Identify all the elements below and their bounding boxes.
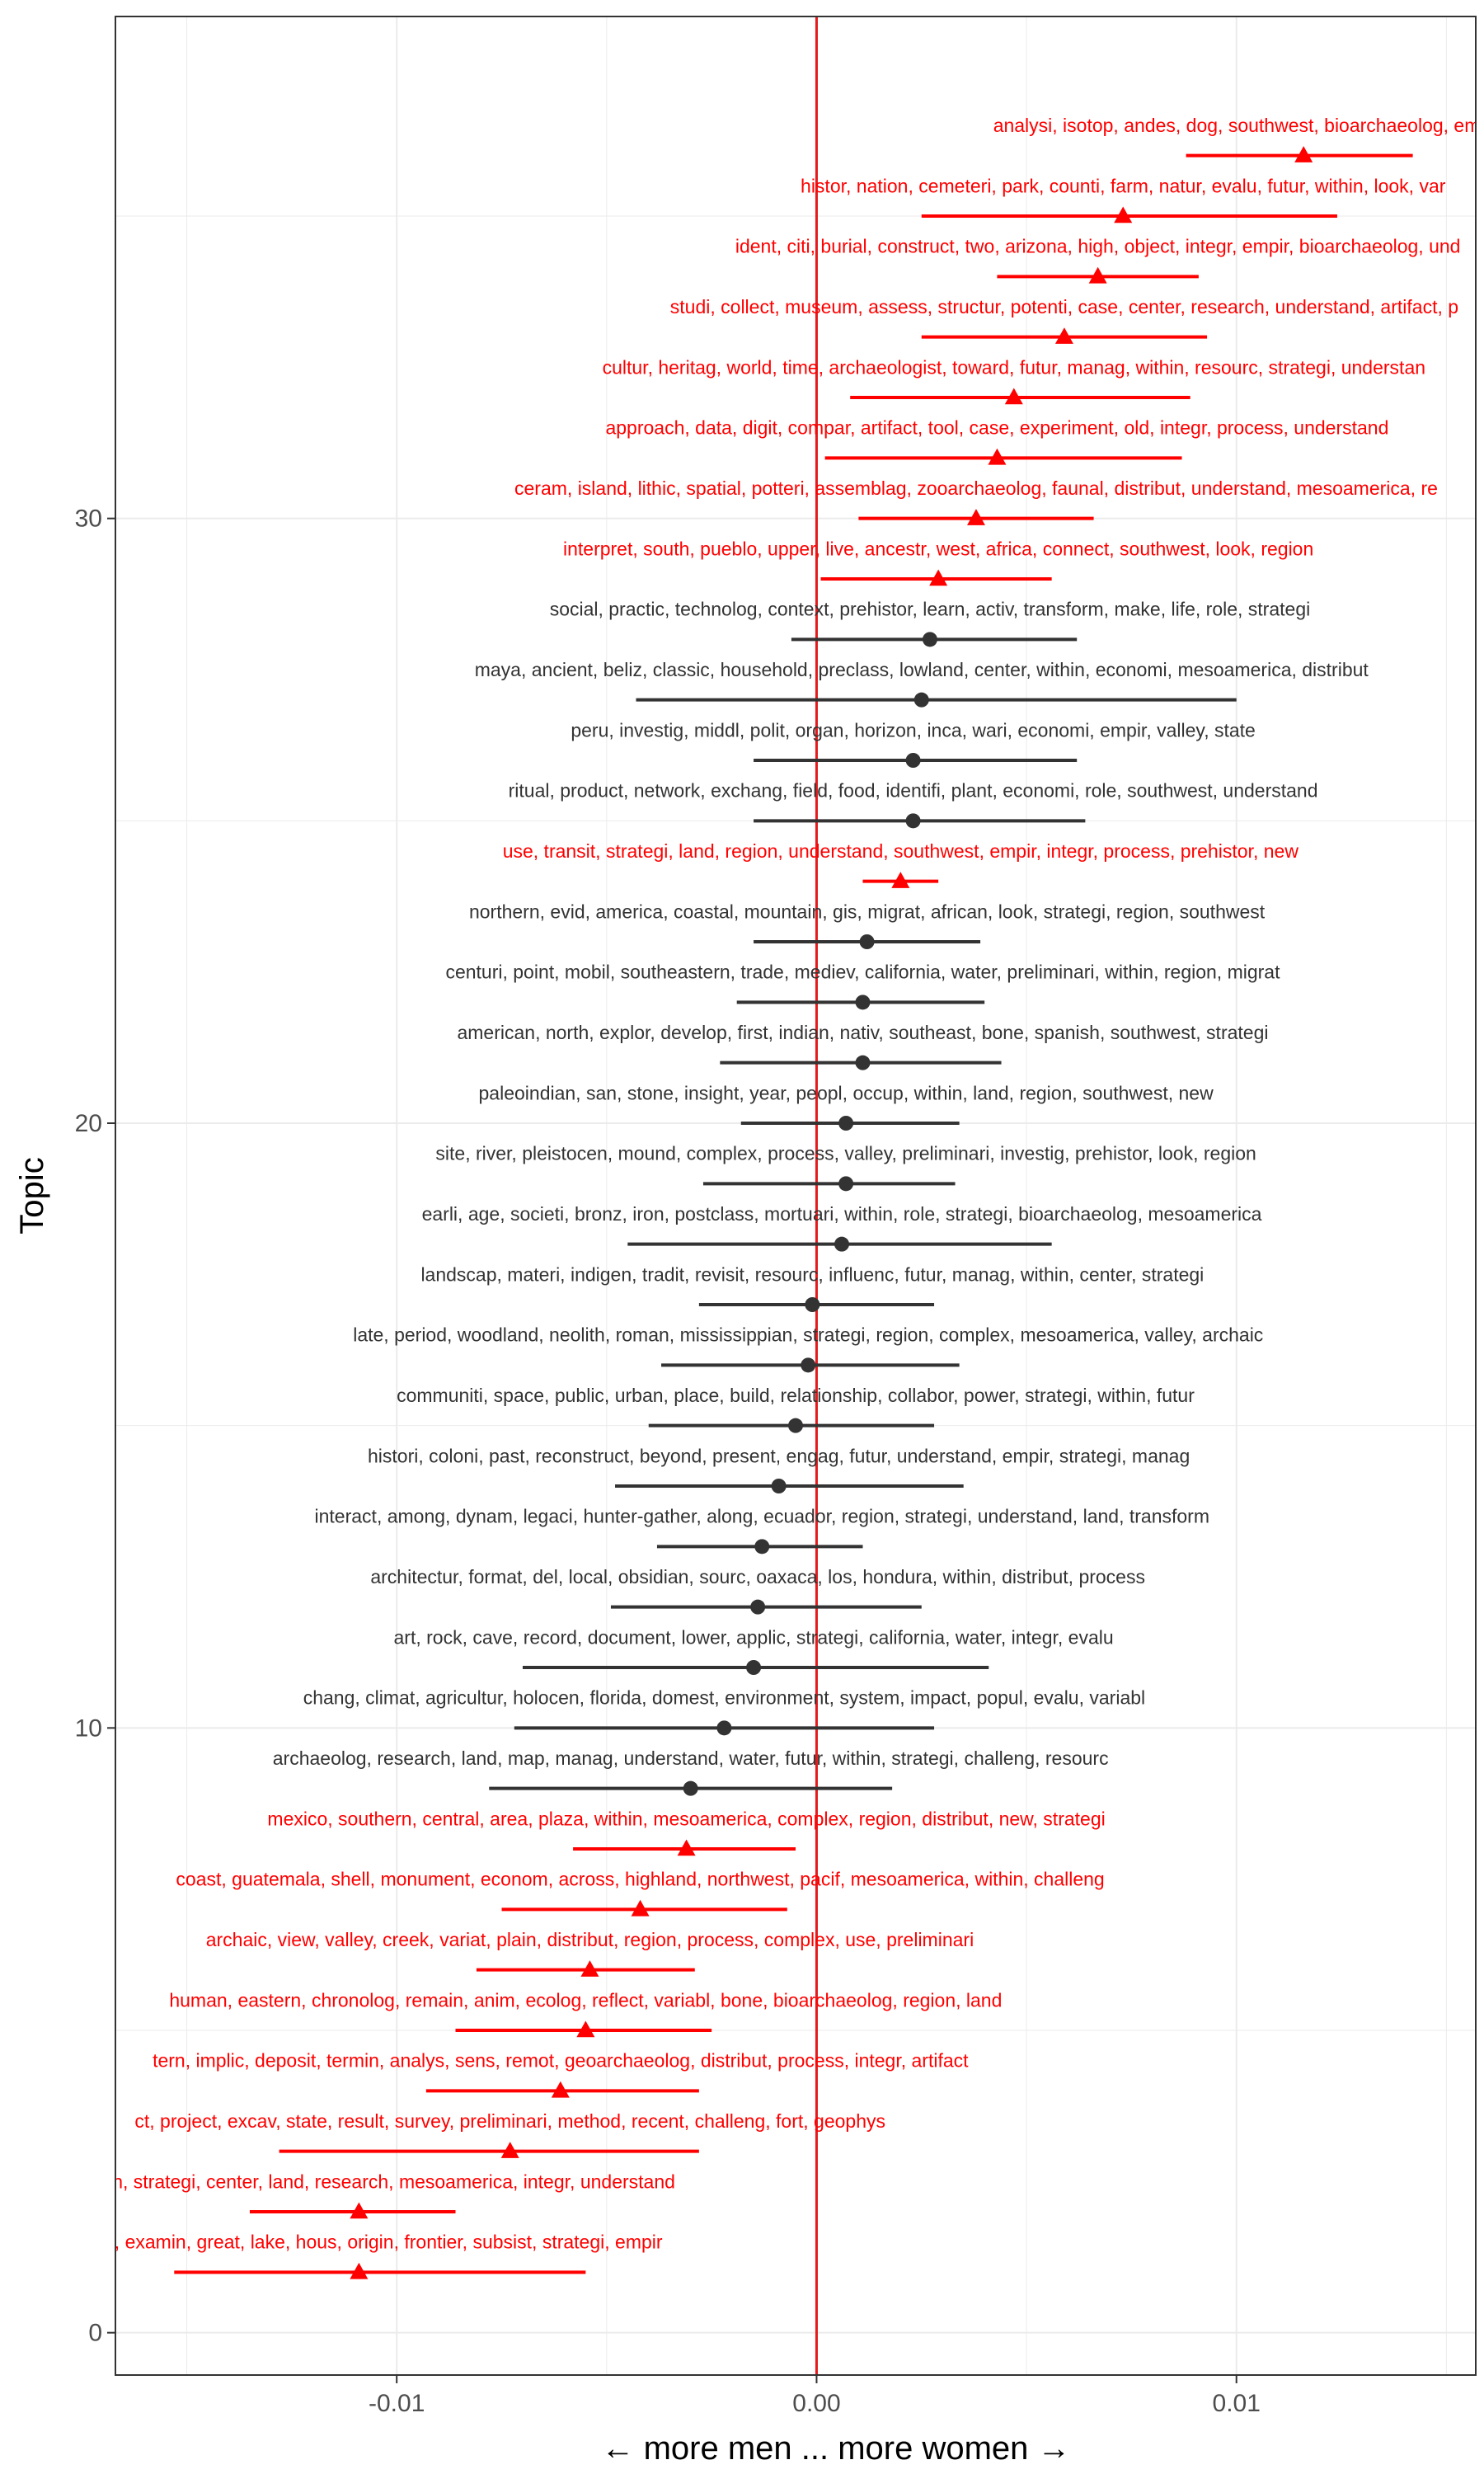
estimate-triangle xyxy=(350,2202,369,2219)
y-tick-label: 30 xyxy=(75,506,102,533)
estimate-point xyxy=(683,1780,698,1796)
y-tick-label: 0 xyxy=(88,2320,102,2347)
estimate-point xyxy=(922,632,937,647)
estimate-point xyxy=(801,1357,816,1373)
estimate-triangle xyxy=(500,2142,519,2158)
topic-label: northern, evid, america, coastal, mounta… xyxy=(469,901,1266,922)
estimate-triangle xyxy=(929,569,948,586)
topic-label: ritual, product, network, exchang, field… xyxy=(509,780,1318,802)
topic-label: interact, among, dynam, legaci, hunter-g… xyxy=(315,1506,1209,1527)
topic-label: communiti, space, public, urban, place, … xyxy=(397,1385,1195,1406)
topic-label: maya, ancient, beliz, classic, household… xyxy=(475,659,1369,680)
topic-label: on, within, strategi, center, land, rese… xyxy=(43,2171,675,2192)
estimate-triangle xyxy=(631,1899,650,1917)
estimate-point xyxy=(805,1297,820,1312)
topic-label: landscap, materi, indigen, tradit, revis… xyxy=(420,1263,1204,1285)
topic-label: earli, age, societi, bronz, iron, postcl… xyxy=(422,1203,1262,1225)
y-tick-label: 20 xyxy=(75,1110,102,1137)
topic-label: architectur, format, del, local, obsidia… xyxy=(370,1566,1145,1587)
topic-label: site, river, pleistocen, mound, complex,… xyxy=(435,1143,1256,1164)
topic-label: peru, investig, middl, polit, organ, hor… xyxy=(571,719,1256,741)
topic-label: ident, citi, burial, construct, two, ari… xyxy=(735,236,1461,257)
estimate-triangle xyxy=(1054,327,1073,344)
estimate-triangle xyxy=(350,2262,369,2279)
estimate-triangle xyxy=(576,2020,595,2038)
topic-label: american, north, explor, develop, first,… xyxy=(457,1022,1268,1043)
topic-label: mexico, southern, central, area, plaza, … xyxy=(267,1808,1105,1829)
plot-panel xyxy=(115,16,1476,2375)
x-tick-label: 0.01 xyxy=(1213,2390,1261,2417)
estimate-triangle xyxy=(1114,206,1133,223)
topic-label: art, rock, cave, record, document, lower… xyxy=(394,1626,1114,1648)
topic-label: late, period, woodland, neolith, roman, … xyxy=(353,1324,1263,1346)
topic-label: pattern, examin, great, lake, hous, orig… xyxy=(55,2232,663,2253)
topic-label: use, transit, strategi, land, region, un… xyxy=(503,840,1299,862)
estimate-point xyxy=(855,1055,871,1070)
topic-label: cultur, heritag, world, time, archaeolog… xyxy=(603,356,1425,378)
estimate-point xyxy=(746,1660,762,1675)
estimate-point xyxy=(716,1720,732,1736)
topic-label: archaeolog, research, land, map, manag, … xyxy=(273,1747,1109,1769)
estimate-point xyxy=(838,1176,854,1192)
estimate-point xyxy=(788,1418,803,1433)
topic-label: histori, coloni, past, reconstruct, beyo… xyxy=(368,1445,1190,1466)
estimate-triangle xyxy=(988,448,1007,465)
topic-label: paleoindian, san, stone, insight, year, … xyxy=(479,1082,1214,1103)
plot-border xyxy=(115,16,1477,2376)
estimate-point xyxy=(834,1236,850,1252)
estimate-point xyxy=(905,813,921,829)
estimate-triangle xyxy=(580,1960,599,1977)
axis-ticks: -0.01 0.00 0.01 0 10 20 30 xyxy=(75,506,1261,2417)
estimate-point xyxy=(750,1599,766,1615)
estimate-triangle xyxy=(1088,266,1107,284)
topic-label: ct, project, excav, state, result, surve… xyxy=(134,2110,885,2132)
topic-label: centuri, point, mobil, southeastern, tra… xyxy=(445,962,1280,983)
topic-label: analysi, isotop, andes, dog, southwest, … xyxy=(993,115,1484,136)
topic-label: histor, nation, cemeteri, park, counti, … xyxy=(801,175,1446,196)
topic-marks: pattern, examin, great, lake, hous, orig… xyxy=(43,115,1484,2279)
topic-label: social, practic, technolog, context, pre… xyxy=(550,599,1311,620)
y-tick-label: 10 xyxy=(75,1714,102,1742)
topic-label: tern, implic, deposit, termin, analys, s… xyxy=(153,2050,969,2072)
topic-label: human, eastern, chronolog, remain, anim,… xyxy=(169,1989,1002,2011)
estimate-point xyxy=(838,1116,854,1131)
topic-label: chang, climat, agricultur, holocen, flor… xyxy=(303,1687,1145,1709)
estimate-point xyxy=(859,934,875,949)
estimate-triangle xyxy=(966,509,985,525)
estimate-triangle xyxy=(891,872,910,888)
estimate-triangle xyxy=(677,1839,696,1856)
topic-label: coast, guatemala, shell, monument, econo… xyxy=(176,1869,1104,1890)
topic-label: approach, data, digit, compar, artifact,… xyxy=(605,417,1388,439)
x-tick-label: -0.01 xyxy=(369,2390,425,2417)
estimate-point xyxy=(771,1479,787,1493)
estimate-triangle xyxy=(1294,146,1313,162)
topic-label: interpret, south, pueblo, upper, live, a… xyxy=(563,538,1313,559)
estimate-point xyxy=(905,753,921,768)
topic-label: ceram, island, lithic, spatial, potteri,… xyxy=(514,477,1438,499)
topic-label: archaic, view, valley, creek, variat, pl… xyxy=(206,1929,974,1950)
estimate-triangle xyxy=(1004,388,1023,405)
x-tick-label: 0.00 xyxy=(792,2390,840,2417)
estimate-point xyxy=(754,1539,770,1554)
estimate-point xyxy=(855,995,871,1010)
estimate-triangle xyxy=(551,2081,570,2098)
topic-label: studi, collect, museum, assess, structur… xyxy=(670,296,1458,317)
estimate-point xyxy=(913,692,929,708)
x-axis-title: ← more men ... more women → xyxy=(601,2430,1070,2467)
y-axis-title: Topic xyxy=(14,1157,50,1234)
